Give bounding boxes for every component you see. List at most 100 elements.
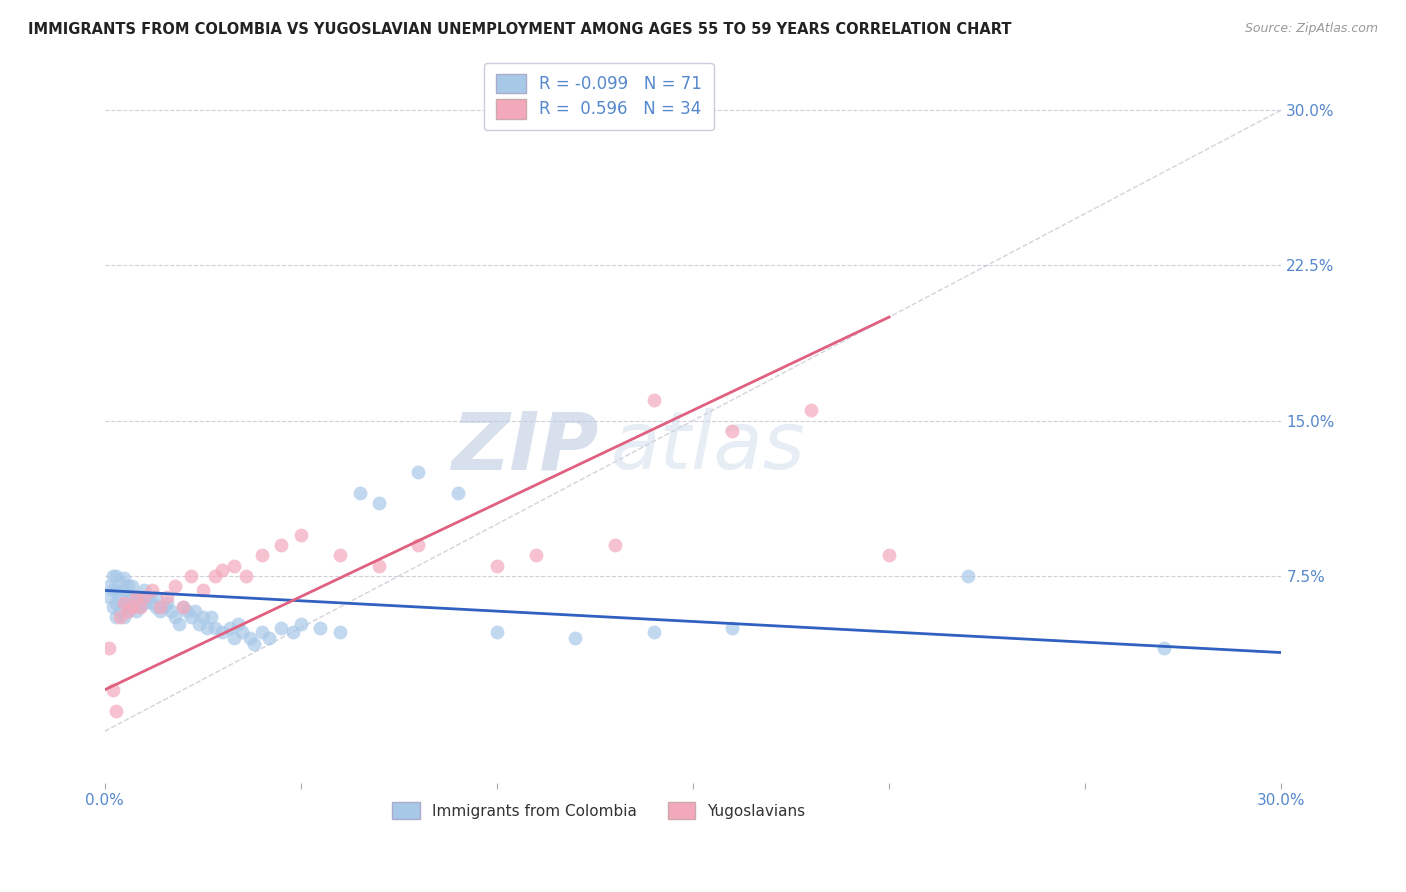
Point [136, 590, 159, 604]
Point [112, 596, 135, 610]
Point [105, 569, 128, 583]
Point [270, 621, 292, 635]
Point [105, 583, 128, 598]
Point [145, 590, 167, 604]
Point [447, 486, 470, 500]
Point [110, 610, 132, 624]
Point [165, 610, 187, 624]
Point [112, 571, 135, 585]
Point [191, 583, 214, 598]
Point [117, 604, 139, 618]
Point [97, 590, 120, 604]
Point [204, 569, 226, 583]
Point [101, 583, 124, 598]
Point [219, 621, 242, 635]
Point [485, 624, 508, 639]
Point [1153, 641, 1175, 656]
Point [211, 624, 233, 639]
Point [721, 424, 744, 438]
Point [121, 590, 143, 604]
Point [239, 631, 262, 645]
Legend: Immigrants from Colombia, Yugoslavians: Immigrants from Colombia, Yugoslavians [387, 796, 811, 825]
Point [112, 596, 135, 610]
Point [184, 604, 207, 618]
Point [149, 599, 172, 614]
Point [125, 590, 148, 604]
Point [211, 563, 233, 577]
Point [956, 569, 979, 583]
Point [281, 624, 304, 639]
Point [176, 604, 198, 618]
Point [156, 590, 179, 604]
Point [165, 579, 187, 593]
Point [141, 596, 163, 610]
Point [231, 624, 253, 639]
Point [349, 486, 371, 500]
Point [125, 604, 148, 618]
Point [97, 579, 120, 593]
Point [368, 558, 391, 573]
Point [110, 575, 132, 590]
Point [180, 569, 202, 583]
Point [112, 583, 135, 598]
Point [524, 548, 547, 562]
Point [235, 569, 257, 583]
Point [112, 610, 135, 624]
Point [167, 616, 190, 631]
Point [110, 604, 132, 618]
Point [224, 558, 246, 573]
Point [195, 621, 218, 635]
Point [156, 596, 179, 610]
Point [877, 548, 900, 562]
Text: IMMIGRANTS FROM COLOMBIA VS YUGOSLAVIAN UNEMPLOYMENT AMONG AGES 55 TO 59 YEARS C: IMMIGRANTS FROM COLOMBIA VS YUGOSLAVIAN … [28, 22, 1012, 37]
Point [121, 599, 143, 614]
Point [129, 590, 152, 604]
Point [149, 604, 172, 618]
Point [270, 538, 292, 552]
Point [101, 569, 124, 583]
Point [101, 599, 124, 614]
Point [125, 594, 148, 608]
Point [97, 641, 120, 656]
Point [329, 548, 352, 562]
Point [259, 631, 281, 645]
Point [105, 610, 128, 624]
Point [485, 558, 508, 573]
Point [121, 579, 143, 593]
Point [110, 590, 132, 604]
Point [603, 538, 626, 552]
Point [132, 596, 155, 610]
Point [141, 583, 163, 598]
Point [800, 403, 823, 417]
Point [101, 682, 124, 697]
Point [329, 624, 352, 639]
Point [172, 599, 194, 614]
Text: atlas: atlas [610, 409, 806, 486]
Point [290, 616, 312, 631]
Point [309, 621, 332, 635]
Point [224, 631, 246, 645]
Point [145, 599, 167, 614]
Point [250, 548, 273, 562]
Point [290, 527, 312, 541]
Point [105, 704, 128, 718]
Text: Source: ZipAtlas.com: Source: ZipAtlas.com [1244, 22, 1378, 36]
Point [180, 610, 202, 624]
Point [187, 616, 209, 631]
Point [721, 621, 744, 635]
Point [250, 624, 273, 639]
Point [191, 610, 214, 624]
Point [129, 599, 152, 614]
Point [564, 631, 586, 645]
Point [643, 624, 665, 639]
Point [172, 599, 194, 614]
Point [368, 496, 391, 510]
Point [408, 466, 430, 480]
Point [160, 604, 183, 618]
Point [242, 637, 264, 651]
Point [226, 616, 249, 631]
Point [117, 579, 139, 593]
Point [200, 610, 222, 624]
Point [121, 599, 143, 614]
Text: ZIP: ZIP [451, 409, 599, 486]
